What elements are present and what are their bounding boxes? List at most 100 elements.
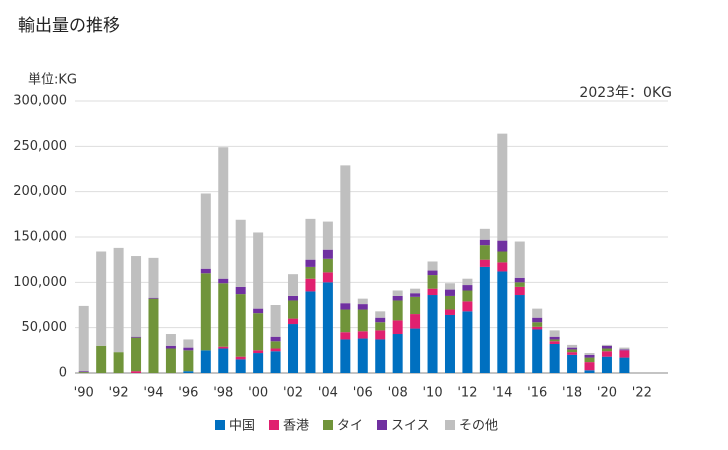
bar-segment (305, 259, 316, 267)
bar-segment (218, 147, 229, 279)
bar-segment (322, 272, 333, 283)
x-tick-label: '00 (248, 386, 268, 401)
bar-segment (619, 349, 630, 351)
bar-segment (601, 344, 612, 346)
legend-swatch (377, 420, 387, 430)
bar-segment (410, 288, 421, 294)
bar-segment (183, 339, 194, 348)
bar-segment (78, 372, 89, 373)
x-tick-label: '90 (74, 386, 94, 401)
bar-segment (183, 350, 194, 372)
bar-segment (549, 341, 560, 344)
bar-segment (410, 296, 421, 315)
bar-segment (444, 309, 455, 315)
bar-segment (200, 193, 211, 269)
x-tick-label: '06 (353, 386, 373, 401)
bar-segment (340, 332, 351, 340)
bar-segment (427, 270, 438, 276)
bar-segment (340, 165, 351, 304)
bar-segment (497, 271, 508, 373)
bar-segment (288, 295, 299, 301)
bar-segment (410, 328, 421, 373)
x-tick-label: '92 (109, 386, 129, 401)
bar-segment (200, 273, 211, 351)
bar-segment (619, 347, 630, 350)
bar-segment (322, 258, 333, 273)
bar-segment (235, 219, 246, 287)
bar-segment (305, 218, 316, 260)
y-tick-label: 250,000 (13, 139, 67, 154)
annotation: 2023年：0KG (579, 85, 672, 101)
bar-segment (532, 322, 543, 327)
bar-segment (305, 266, 316, 279)
bar-segment (253, 353, 264, 373)
bar-segment (322, 249, 333, 259)
legend-swatch (269, 420, 279, 430)
bar-segment (288, 274, 299, 296)
bar-segment (532, 308, 543, 318)
bar-segment (532, 326, 543, 330)
bar-segment (148, 257, 159, 298)
x-tick-label: '16 (527, 386, 547, 401)
bar-segment (462, 311, 473, 373)
bar-segment (375, 311, 386, 318)
bar-segment (462, 290, 473, 302)
bar-segment (270, 336, 281, 342)
bar-segment (392, 300, 403, 321)
bar-segment (567, 354, 578, 373)
bar-segment (427, 261, 438, 271)
bar-segment (357, 298, 368, 305)
bar-segment (584, 357, 595, 363)
chart-title: 輸出量の推移 (18, 16, 120, 36)
x-tick-label: '10 (422, 386, 442, 401)
x-tick-label: '08 (388, 386, 408, 401)
bar-segment (462, 285, 473, 291)
x-tick-label: '02 (283, 386, 303, 401)
bar-segment (375, 322, 386, 331)
x-tick-label: '04 (318, 386, 338, 401)
bar-segment (253, 232, 264, 309)
bar-segment (131, 337, 142, 372)
bar-segment (357, 309, 368, 332)
bar-segment (444, 289, 455, 296)
bar-segment (479, 239, 490, 246)
bar-segment (253, 350, 264, 354)
bar-segment (549, 339, 560, 342)
bar-segment (497, 251, 508, 263)
bar-segment (235, 359, 246, 373)
legend-label: タイ (337, 419, 363, 434)
bar-segment (444, 314, 455, 373)
bar-segment (584, 362, 595, 371)
y-tick-label: 50,000 (22, 320, 68, 335)
bar-segment (601, 356, 612, 373)
x-tick-label: '20 (597, 386, 617, 401)
bar-segment (322, 282, 333, 373)
bar-segment (549, 330, 560, 337)
legend-label: 中国 (229, 419, 255, 434)
bar-segment (218, 348, 229, 373)
bar-segment (131, 256, 142, 337)
bar-segment (462, 278, 473, 286)
bar-segment (357, 338, 368, 373)
bar-segment (270, 348, 281, 352)
bar-segment (392, 290, 403, 296)
bar-segment (78, 305, 89, 372)
bar-segment (200, 268, 211, 274)
y-tick-label: 200,000 (13, 184, 67, 199)
x-tick-label: '12 (457, 386, 477, 401)
bar-segment (479, 259, 490, 267)
bar-segment (549, 336, 560, 340)
bar-segment (410, 314, 421, 329)
bar-segment (392, 334, 403, 373)
bar-segment (165, 345, 176, 349)
bar-segment (514, 295, 525, 373)
bar-segment (113, 247, 124, 353)
bar-segment (96, 251, 107, 346)
bar-segment (253, 313, 264, 351)
bar-segment (444, 295, 455, 310)
bar-segment (148, 297, 159, 299)
bar-segment (200, 350, 211, 373)
bar-segment (479, 266, 490, 373)
bar-segment (497, 262, 508, 272)
